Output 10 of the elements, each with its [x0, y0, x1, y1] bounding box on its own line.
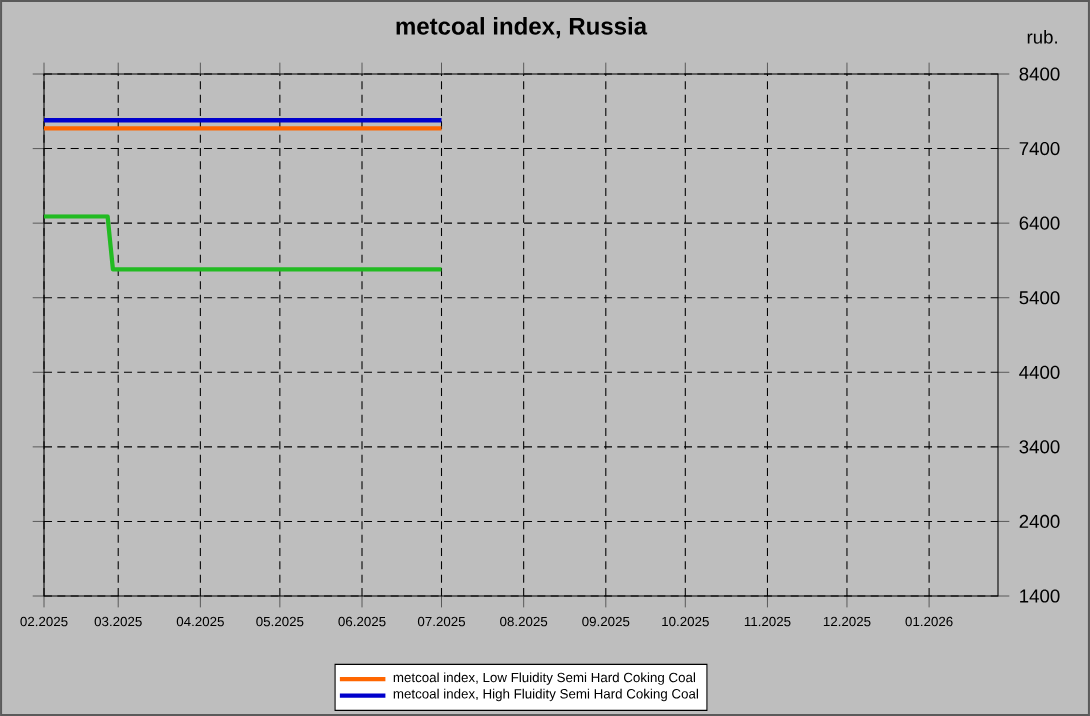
- y-tick-label: 8400: [1019, 67, 1060, 81]
- y-tick-label: 3400: [1019, 440, 1060, 454]
- y-tick-label: 1400: [1020, 589, 1060, 603]
- y-tick-label: 6400: [1019, 216, 1060, 230]
- y-tick-label: 2400: [1019, 514, 1060, 529]
- y-tick-label: 5400: [1019, 291, 1060, 305]
- y-tick-label: 7400: [1019, 142, 1060, 156]
- y-axis-title: rub.: [1027, 30, 1057, 44]
- y-tick-label: 4400: [1019, 365, 1060, 379]
- chart-title: metcoal index, Russia: [396, 17, 648, 39]
